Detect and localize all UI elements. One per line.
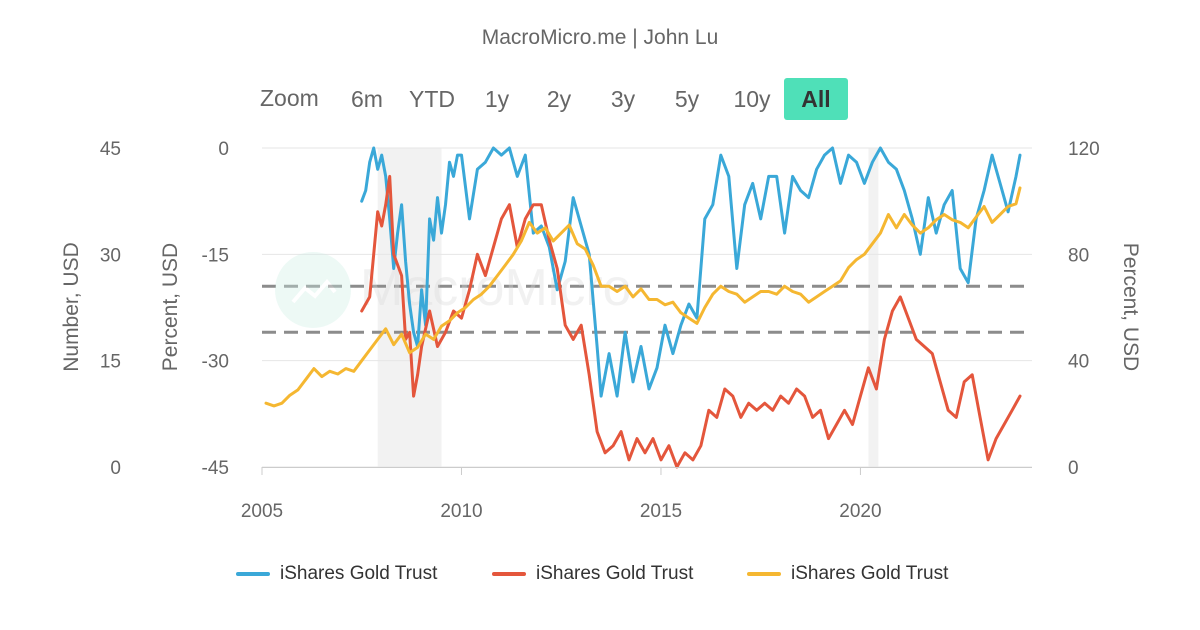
x-tick-label-2005: 2005 — [241, 501, 283, 522]
legend-label-red: iShares Gold Trust — [536, 563, 694, 584]
left-inner-tick--45: -45 — [202, 458, 229, 479]
range-button-10y[interactable]: 10y — [733, 86, 771, 112]
axes: 2005 2010 2015 2020 45 30 15 0 0 -15 -30 -45 120 80 40… — [60, 139, 1142, 522]
left-inner-tick--15: -15 — [202, 245, 229, 266]
x-tick-label-2020: 2020 — [839, 501, 881, 522]
range-button-1y[interactable]: 1y — [484, 86, 510, 112]
right-axis-title: Percent, USD — [1119, 243, 1142, 371]
legend-swatch-red — [492, 572, 526, 576]
legend-item-red[interactable]: iShares Gold Trust — [492, 561, 693, 587]
series-lines — [264, 146, 1022, 469]
left-inner-axis-title: Percent, USD — [159, 243, 182, 371]
watermark-logo-chart-icon — [291, 278, 337, 304]
range-button-2y[interactable]: 2y — [546, 86, 572, 112]
left-outer-axis-title: Number, USD — [60, 242, 83, 372]
zoom-label: Zoom — [260, 85, 319, 111]
chart-subtitle: MacroMicro.me | John Lu — [481, 26, 719, 49]
left-outer-tick-15: 15 — [100, 352, 121, 373]
legend-swatch-yellow — [747, 572, 781, 576]
series-line-yellow — [264, 186, 1022, 408]
x-tick-label-2010: 2010 — [440, 501, 482, 522]
watermark-logo-icon — [275, 252, 351, 328]
right-tick-120: 120 — [1068, 139, 1100, 160]
range-button-5y[interactable]: 5y — [674, 86, 700, 112]
shaded-period-1 — [868, 148, 879, 467]
legend-label-yellow: iShares Gold Trust — [791, 563, 949, 584]
legend-item-blue[interactable]: iShares Gold Trust — [236, 561, 437, 587]
legend-label-blue: iShares Gold Trust — [280, 563, 438, 584]
right-tick-40: 40 — [1068, 352, 1089, 373]
left-outer-tick-30: 30 — [100, 245, 121, 266]
left-outer-tick-0: 0 — [110, 458, 121, 479]
right-tick-0: 0 — [1068, 458, 1079, 479]
legend-item-yellow[interactable]: iShares Gold Trust — [747, 561, 948, 587]
left-outer-tick-45: 45 — [100, 139, 121, 160]
series-line-red — [360, 174, 1022, 469]
range-button-all[interactable]: All — [784, 78, 848, 120]
range-button-ytd[interactable]: YTD — [409, 86, 455, 112]
legend-swatch-blue — [236, 572, 270, 576]
reference-lines — [262, 284, 1032, 334]
left-inner-tick-0: 0 — [218, 139, 229, 160]
right-tick-80: 80 — [1068, 245, 1089, 266]
range-button-6m[interactable]: 6m — [351, 86, 383, 112]
left-inner-tick--30: -30 — [202, 352, 229, 373]
range-button-3y[interactable]: 3y — [610, 86, 636, 112]
x-tick-label-2015: 2015 — [640, 501, 682, 522]
